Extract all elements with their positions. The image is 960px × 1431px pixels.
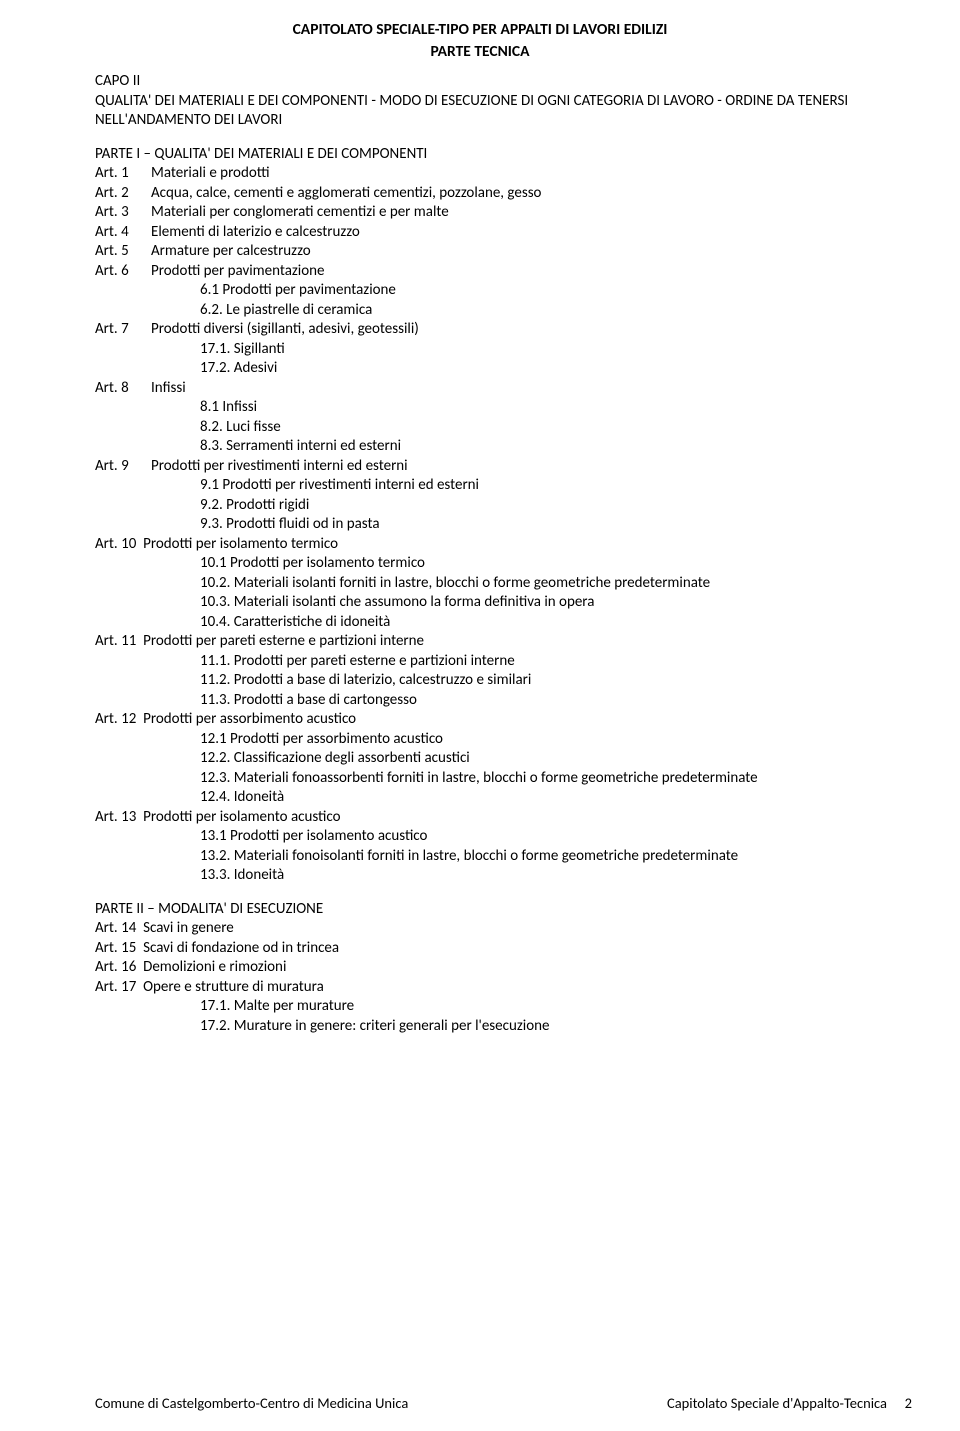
art-text: Armature per calcestruzzo <box>151 242 311 260</box>
art-11-1: 11.1. Prodotti per pareti esterne e part… <box>95 652 865 672</box>
art-12-3: 12.3. Materiali fonoassorbenti forniti i… <box>95 769 865 789</box>
art-5: Art. 5Armature per calcestruzzo <box>95 242 865 262</box>
art-text: Prodotti diversi (sigillanti, adesivi, g… <box>151 320 419 338</box>
art-text: Materiali e prodotti <box>151 164 270 182</box>
footer-right: Capitolato Speciale d'Appalto-Tecnica <box>667 1394 887 1413</box>
art-16: Art. 16 Demolizioni e rimozioni <box>95 958 865 978</box>
art-8-2: 8.2. Luci fisse <box>95 418 865 438</box>
art-label: Art. 2 <box>95 184 151 204</box>
parte1-label: PARTE I – QUALITA' DEI MATERIALI E DEI C… <box>95 145 865 165</box>
art-7-2: 17.2. Adesivi <box>95 359 865 379</box>
art-10-3: 10.3. Materiali isolanti che assumono la… <box>95 593 865 613</box>
art-12-2: 12.2. Classificazione degli assorbenti a… <box>95 749 865 769</box>
art-7-1: 17.1. Sigillanti <box>95 340 865 360</box>
page-footer: Comune di Castelgomberto-Centro di Medic… <box>95 1394 887 1413</box>
art-13: Art. 13 Prodotti per isolamento acustico <box>95 808 865 828</box>
art-10-4: 10.4. Caratteristiche di idoneità <box>95 613 865 633</box>
art-11: Art. 11 Prodotti per pareti esterne e pa… <box>95 632 865 652</box>
art-8: Art. 8Infissi <box>95 379 865 399</box>
art-text: Materiali per conglomerati cementizi e p… <box>151 203 449 221</box>
footer-left: Comune di Castelgomberto-Centro di Medic… <box>95 1394 408 1413</box>
doc-header-subtitle: PARTE TECNICA <box>95 42 865 62</box>
art-label: Art. 6 <box>95 262 151 282</box>
art-3: Art. 3Materiali per conglomerati cementi… <box>95 203 865 223</box>
art-4: Art. 4Elementi di laterizio e calcestruz… <box>95 223 865 243</box>
art-14: Art. 14 Scavi in genere <box>95 919 865 939</box>
art-7: Art. 7Prodotti diversi (sigillanti, ades… <box>95 320 865 340</box>
parte2-label: PARTE II – MODALITA' DI ESECUZIONE <box>95 900 865 920</box>
art-9-3: 9.3. Prodotti fluidi od in pasta <box>95 515 865 535</box>
art-label: Art. 9 <box>95 457 151 477</box>
art-11-3: 11.3. Prodotti a base di cartongesso <box>95 691 865 711</box>
capo-label: CAPO II <box>95 72 865 92</box>
art-8-1: 8.1 Infissi <box>95 398 865 418</box>
art-10-1: 10.1 Prodotti per isolamento termico <box>95 554 865 574</box>
capo-description: QUALITA' DEI MATERIALI E DEI COMPONENTI … <box>95 92 865 131</box>
art-11-2: 11.2. Prodotti a base di laterizio, calc… <box>95 671 865 691</box>
art-2: Art. 2Acqua, calce, cementi e agglomerat… <box>95 184 865 204</box>
art-label: Art. 4 <box>95 223 151 243</box>
art-label: Art. 8 <box>95 379 151 399</box>
art-6-2: 6.2. Le piastrelle di ceramica <box>95 301 865 321</box>
page-number: 2 <box>905 1394 912 1413</box>
art-10-2: 10.2. Materiali isolanti forniti in last… <box>95 574 865 594</box>
art-6-1: 6.1 Prodotti per pavimentazione <box>95 281 865 301</box>
art-label: Art. 7 <box>95 320 151 340</box>
art-1: Art. 1Materiali e prodotti <box>95 164 865 184</box>
art-text: Prodotti per pavimentazione <box>151 262 325 280</box>
art-12-4: 12.4. Idoneità <box>95 788 865 808</box>
art-label: Art. 3 <box>95 203 151 223</box>
art-10: Art. 10 Prodotti per isolamento termico <box>95 535 865 555</box>
art-13-3: 13.3. Idoneità <box>95 866 865 886</box>
art-text: Prodotti per rivestimenti interni ed est… <box>151 457 408 475</box>
art-text: Acqua, calce, cementi e agglomerati ceme… <box>151 184 541 202</box>
art-label: Art. 1 <box>95 164 151 184</box>
art-text: Infissi <box>151 379 186 397</box>
art-8-3: 8.3. Serramenti interni ed esterni <box>95 437 865 457</box>
art-label: Art. 5 <box>95 242 151 262</box>
art-13-2: 13.2. Materiali fonoisolanti forniti in … <box>95 847 865 867</box>
art-17-2: 17.2. Murature in genere: criteri genera… <box>95 1017 865 1037</box>
doc-header-title: CAPITOLATO SPECIALE-TIPO PER APPALTI DI … <box>95 20 865 40</box>
art-12: Art. 12 Prodotti per assorbimento acusti… <box>95 710 865 730</box>
art-17-1: 17.1. Malte per murature <box>95 997 865 1017</box>
art-17: Art. 17 Opere e strutture di muratura <box>95 978 865 998</box>
art-9-1: 9.1 Prodotti per rivestimenti interni ed… <box>95 476 865 496</box>
art-6: Art. 6Prodotti per pavimentazione <box>95 262 865 282</box>
art-text: Elementi di laterizio e calcestruzzo <box>151 223 360 241</box>
art-9: Art. 9Prodotti per rivestimenti interni … <box>95 457 865 477</box>
art-12-1: 12.1 Prodotti per assorbimento acustico <box>95 730 865 750</box>
art-13-1: 13.1 Prodotti per isolamento acustico <box>95 827 865 847</box>
art-15: Art. 15 Scavi di fondazione od in trince… <box>95 939 865 959</box>
art-9-2: 9.2. Prodotti rigidi <box>95 496 865 516</box>
